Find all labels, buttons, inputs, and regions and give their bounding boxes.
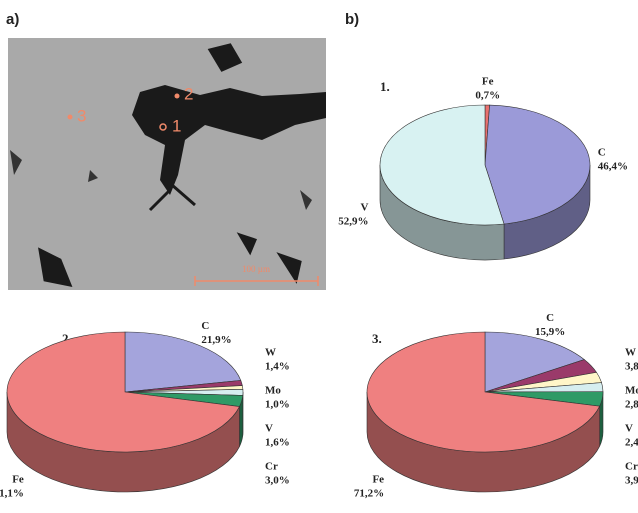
- point-label: 2: [184, 84, 193, 103]
- pie-tops: [367, 332, 603, 452]
- value-label: 21,9%: [201, 334, 231, 346]
- slice-name: Cr: [265, 461, 278, 473]
- slice-name: V: [361, 201, 369, 213]
- value-label: 3,8%: [625, 361, 638, 373]
- value-label: 3,9%: [625, 475, 638, 487]
- value-label: 52,9%: [338, 215, 368, 227]
- slice-name: C: [201, 320, 209, 332]
- micrograph: 1 2 3 100 µm: [8, 38, 326, 290]
- value-label: 1,0%: [265, 399, 290, 411]
- slice-name: Cr: [625, 461, 638, 473]
- slice-name: Fe: [372, 473, 384, 485]
- pie-tops: [7, 332, 243, 452]
- value-label: 71,1%: [0, 487, 24, 499]
- slice-name: Mo: [265, 385, 281, 397]
- value-label: 2,8%: [625, 399, 638, 411]
- slice-name: C: [546, 312, 554, 324]
- point-label: 1: [172, 116, 181, 135]
- value-label: 3,0%: [265, 475, 290, 487]
- slice-name: V: [265, 423, 273, 435]
- slice-name: Fe: [12, 473, 24, 485]
- chart-title: 1.: [380, 79, 390, 94]
- value-label: 46,4%: [598, 160, 628, 172]
- value-label: 2,4%: [625, 437, 638, 449]
- scale-bar-label: 100 µm: [242, 264, 270, 274]
- slice-name: Mo: [625, 385, 638, 397]
- value-label: 1,4%: [265, 361, 290, 373]
- slice-name: C: [598, 146, 606, 158]
- slice-name: Fe: [482, 76, 494, 88]
- chart-title: 3.: [372, 331, 382, 346]
- slice-name: W: [265, 347, 276, 359]
- value-label: 1,6%: [265, 437, 290, 449]
- slice-name: W: [625, 347, 636, 359]
- panel-label: a): [6, 11, 19, 28]
- value-label: 0,7%: [475, 90, 500, 102]
- pie-tops: [380, 105, 590, 225]
- slice-name: V: [625, 423, 633, 435]
- value-label: 15,9%: [535, 326, 565, 338]
- point-label: 3: [77, 106, 86, 125]
- value-label: 71,2%: [354, 487, 384, 499]
- panel-label: b): [345, 11, 359, 28]
- figure: a) b) 1 2 3 100 µm 1. Fe 0,7% C 46,4% V 52,9% 2…: [0, 0, 638, 513]
